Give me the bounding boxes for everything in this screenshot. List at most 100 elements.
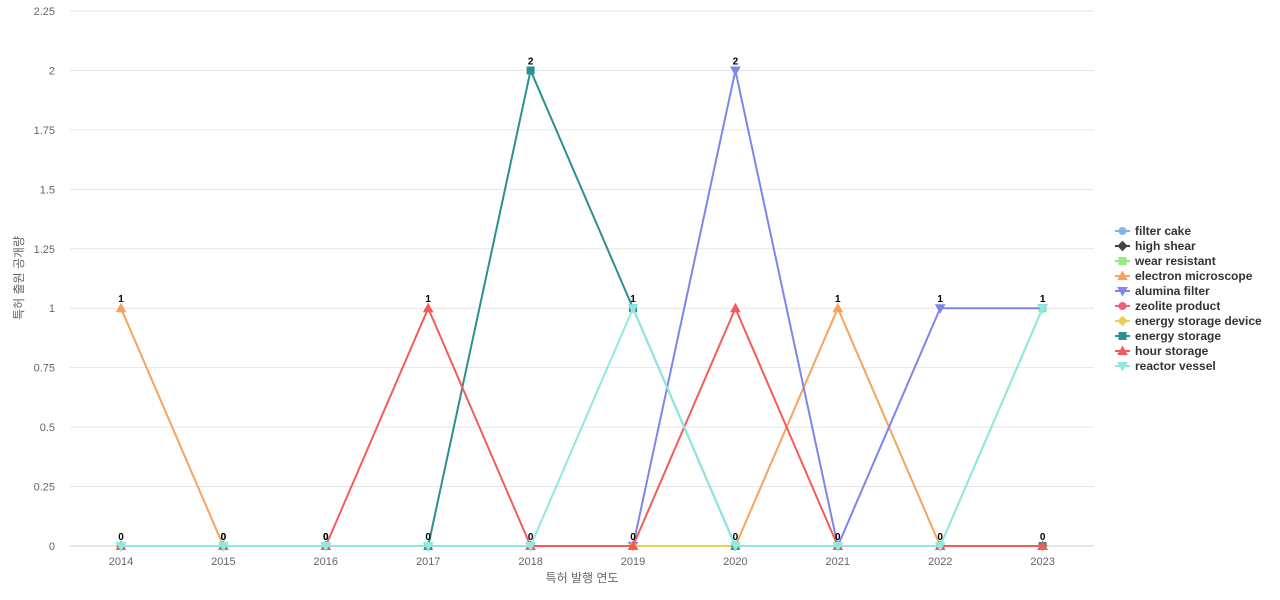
legend-item[interactable]: high shear [1115, 239, 1196, 253]
x-tick-label: 2023 [1030, 556, 1054, 568]
y-tick-label: 1.25 [34, 244, 55, 256]
data-label: 1 [425, 294, 431, 305]
data-point [115, 302, 127, 313]
data-label: 0 [835, 532, 841, 543]
data-label: 0 [118, 532, 124, 543]
legend-label: filter cake [1135, 224, 1191, 238]
y-tick-label: 1 [49, 303, 55, 315]
series-reactor-vessel [115, 304, 1048, 552]
data-label: 0 [425, 532, 431, 543]
legend-label: electron microscope [1135, 269, 1253, 283]
y-axis-ticks: 0 0.25 0.5 0.75 1 1.25 1.5 1.75 2 2.25 [34, 6, 55, 553]
data-point [320, 542, 332, 552]
gridlines [70, 10, 1094, 547]
legend-label: alumina filter [1135, 284, 1210, 298]
data-point [115, 542, 127, 552]
data-label: 0 [1040, 532, 1046, 543]
y-tick-label: 1.5 [40, 184, 55, 196]
legend-item[interactable]: zeolite product [1115, 299, 1220, 313]
data-point [934, 304, 946, 314]
legend-symbol [1117, 270, 1128, 280]
data-point [218, 542, 229, 552]
legend-label: energy storage device [1135, 314, 1262, 328]
legend-symbol [1117, 240, 1128, 252]
data-point [525, 542, 536, 552]
data-label: 0 [733, 532, 739, 543]
x-axis-ticks: 2014 2015 2016 2017 2018 2019 2020 2021 2022 2023 [109, 556, 1055, 568]
legend-label: high shear [1135, 239, 1196, 253]
data-point [627, 540, 639, 550]
data-label: 1 [1040, 294, 1046, 305]
data-point [934, 542, 946, 552]
data-label: 0 [323, 532, 329, 543]
x-tick-label: 2019 [621, 556, 645, 568]
x-tick-label: 2016 [314, 556, 338, 568]
y-axis-title: 특허 출원 공개량 [12, 236, 26, 320]
legend-symbol [1118, 302, 1127, 310]
x-tick-label: 2015 [211, 556, 235, 568]
y-tick-label: 0.5 [40, 422, 55, 434]
legend-item[interactable]: alumina filter [1115, 284, 1210, 298]
x-tick-label: 2017 [416, 556, 440, 568]
y-tick-label: 2 [49, 65, 55, 77]
data-label: 1 [937, 294, 943, 305]
legend-item[interactable]: energy storage [1115, 329, 1221, 343]
x-tick-label: 2018 [518, 556, 542, 568]
legend-item[interactable]: filter cake [1115, 224, 1191, 238]
data-label: 2 [528, 56, 534, 67]
legend-item[interactable]: electron microscope [1115, 269, 1253, 283]
data-label: 0 [630, 532, 636, 543]
data-label: 0 [937, 532, 943, 543]
x-tick-label: 2020 [723, 556, 747, 568]
legend-symbol [1118, 332, 1127, 340]
legend-label: hour storage [1135, 344, 1209, 358]
x-tick-label: 2022 [928, 556, 952, 568]
legend-symbol [1117, 345, 1128, 355]
data-point [730, 542, 741, 552]
legend-item[interactable]: energy storage device [1115, 314, 1262, 328]
data-point [422, 302, 434, 313]
y-tick-label: 2.25 [34, 6, 55, 18]
legend-symbol [1117, 287, 1128, 297]
data-point [730, 66, 741, 76]
data-label: 2 [733, 56, 739, 67]
data-point [627, 304, 639, 314]
data-point [730, 302, 741, 313]
x-tick-label: 2021 [826, 556, 850, 568]
data-label: 0 [221, 532, 227, 543]
legend-symbol [1118, 227, 1127, 235]
legend-label: zeolite product [1135, 299, 1220, 313]
legend-symbol [1118, 257, 1127, 265]
series-lines [115, 66, 1048, 552]
data-label: 0 [323, 532, 329, 543]
y-tick-label: 1.75 [34, 125, 55, 137]
legend-label: energy storage [1135, 329, 1221, 343]
legend-symbol [1117, 315, 1128, 327]
data-label: 1 [835, 294, 841, 305]
y-tick-label: 0.25 [34, 482, 55, 494]
legend-item[interactable]: wear resistant [1115, 254, 1216, 268]
legend-label: wear resistant [1134, 254, 1216, 268]
series-line [121, 307, 1044, 547]
data-label: 1 [118, 294, 124, 305]
data-point [832, 302, 844, 313]
data-label: 0 [221, 532, 227, 543]
data-point [526, 66, 535, 75]
y-tick-label: 0 [49, 541, 55, 553]
x-axis-title: 특허 발행 연도 [546, 570, 619, 585]
data-point [832, 542, 844, 552]
legend-label: reactor vessel [1135, 359, 1216, 373]
data-point [1037, 540, 1048, 550]
y-tick-label: 0.75 [34, 363, 55, 375]
data-point [1037, 304, 1048, 314]
legend-item[interactable]: hour storage [1115, 344, 1209, 358]
data-label: 1 [630, 294, 636, 305]
data-point [422, 542, 434, 552]
x-tick-label: 2014 [109, 556, 133, 568]
data-label: 0 [528, 532, 534, 543]
legend-item[interactable]: reactor vessel [1115, 359, 1216, 373]
